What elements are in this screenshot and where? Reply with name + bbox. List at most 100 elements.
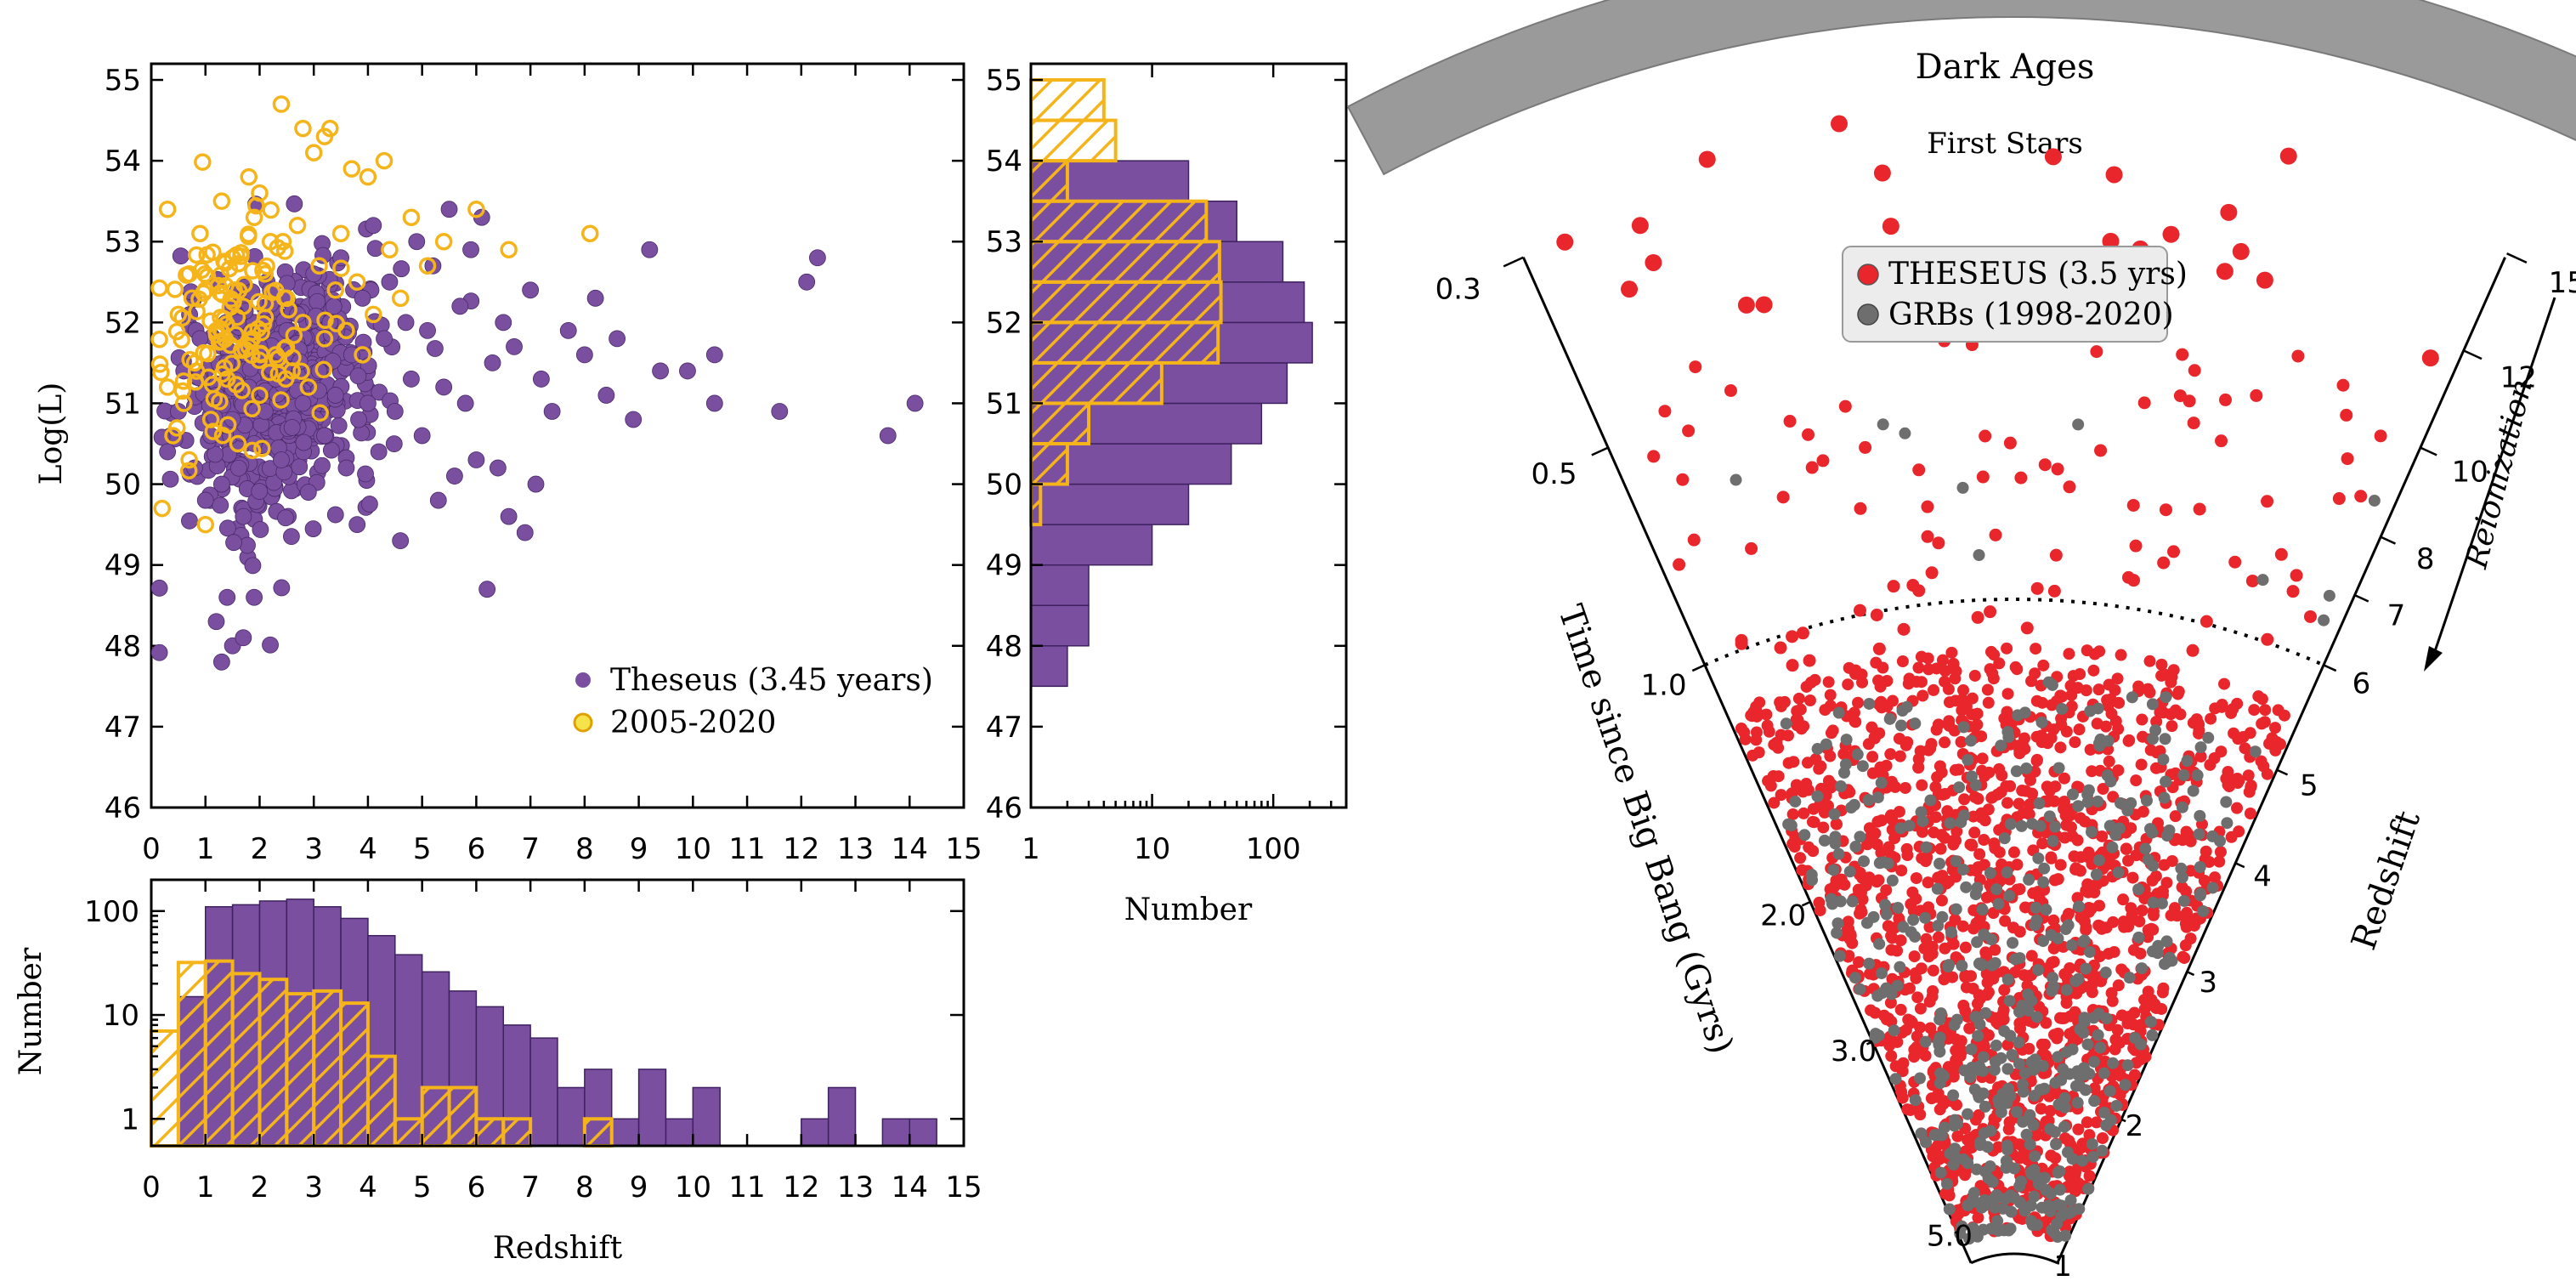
- grb-dot: [1956, 863, 1969, 876]
- theseus-dot: [1911, 991, 1924, 1004]
- x-tick-label: 2: [251, 832, 269, 866]
- grb-dot: [1883, 712, 1896, 725]
- theseus-dot: [2044, 148, 2062, 166]
- theseus-point: [283, 419, 301, 436]
- theseus-point: [381, 273, 399, 291]
- grb-dot: [1899, 427, 1911, 439]
- theseus-dot: [2111, 672, 2124, 685]
- grb-dot: [1909, 930, 1922, 943]
- grb-dot: [2087, 1012, 2100, 1024]
- observed-point: [332, 259, 350, 277]
- theseus-dot: [1848, 715, 1861, 728]
- grb-dot: [2065, 1205, 2078, 1218]
- cone-points: [1556, 115, 2439, 1245]
- theseus-dot: [2048, 795, 2061, 808]
- theseus-dot: [2058, 772, 2070, 785]
- theseus-dot: [1910, 972, 1922, 984]
- theseus-dot: [2269, 722, 2282, 734]
- theseus-dot: [2126, 498, 2140, 512]
- theseus-point: [326, 387, 344, 404]
- theseus-dot: [2216, 700, 2228, 713]
- x-tick-label: 3: [304, 832, 323, 866]
- theseus-dot: [1621, 281, 1639, 298]
- theseus-dot: [1888, 832, 1901, 845]
- theseus-dot: [1816, 454, 1830, 468]
- theseus-dot: [2039, 1038, 2052, 1051]
- theseus-dot: [1775, 700, 1787, 712]
- grb-dot: [1940, 1177, 1953, 1190]
- grb-dot: [1933, 1046, 1946, 1058]
- observed-point: [188, 246, 206, 264]
- theseus-point: [641, 241, 659, 258]
- theseus-dot: [2064, 821, 2077, 834]
- theseus-dot: [2149, 762, 2162, 774]
- theseus-dot: [1984, 605, 1997, 619]
- theseus-point: [235, 629, 252, 647]
- theseus-dot: [2013, 747, 2026, 760]
- theseus-dot: [2228, 555, 2242, 569]
- theseus-point: [337, 459, 355, 477]
- grb-dot: [1943, 1203, 1956, 1216]
- theseus-dot: [1838, 878, 1851, 891]
- theseus-dot: [2103, 755, 2115, 768]
- theseus-point: [462, 241, 479, 258]
- grb-dot: [2057, 1063, 2069, 1075]
- grb-dot: [2123, 972, 2136, 984]
- theseus-dot: [1792, 692, 1805, 705]
- theseus-point: [360, 394, 376, 412]
- theseus-dot: [2159, 503, 2172, 517]
- theseus-dot: [2157, 982, 2170, 995]
- grb-dot: [1913, 1072, 1926, 1085]
- theseus-dot: [1950, 870, 1962, 883]
- grb-dot: [2030, 901, 2042, 914]
- observed-point: [467, 200, 485, 218]
- theseus-dot: [1815, 760, 1827, 773]
- theseus-dot: [2291, 349, 2305, 363]
- grb-dot: [2101, 769, 2114, 782]
- grb-dot: [1990, 883, 2003, 896]
- theseus-dot: [1936, 870, 1949, 882]
- theseus-point: [516, 524, 534, 541]
- grb-dot: [2073, 1080, 2086, 1092]
- theseus-dot: [2083, 1129, 2096, 1142]
- observed-bar: [365, 1054, 397, 1148]
- grb-dot: [2003, 995, 2016, 1007]
- theseus-dot: [2090, 1116, 2103, 1129]
- theseus-dot: [1979, 814, 1991, 827]
- theseus-dot: [2242, 769, 2255, 782]
- theseus-dot: [1929, 811, 1942, 824]
- theseus-dot: [1886, 694, 1899, 707]
- theseus-point: [196, 491, 214, 509]
- observed-point: [204, 422, 223, 440]
- grb-dot: [2147, 896, 2160, 909]
- cone-legend: THESEUS (3.5 yrs) GRBs (1998-2020): [1842, 246, 2188, 343]
- theseus-point: [150, 643, 168, 661]
- observed-point: [314, 360, 333, 379]
- observed-bar: [258, 978, 289, 1148]
- grb-dot: [1879, 898, 1892, 911]
- theseus-dot: [1896, 655, 1909, 668]
- grb-dot: [1798, 829, 1811, 842]
- reionization-arrow: [2424, 297, 2556, 672]
- grb-dot: [2194, 861, 2206, 874]
- grb-dot: [2005, 1205, 2018, 1218]
- grb-dot: [1811, 743, 1824, 756]
- grb-dot: [2066, 788, 2079, 801]
- theseus-dot: [1956, 693, 1968, 706]
- theseus-dot: [1914, 1002, 1927, 1015]
- grb-dot: [2018, 706, 2031, 719]
- grb-dot: [2078, 1012, 2091, 1024]
- theseus-dot: [1968, 826, 1981, 839]
- theseus-dot: [1932, 536, 1945, 550]
- theseus-dot: [1965, 838, 1978, 851]
- theseus-dot: [1976, 752, 1989, 765]
- theseus-point: [489, 459, 507, 477]
- grb-dot: [1924, 794, 1937, 807]
- theseus-point: [273, 451, 290, 468]
- theseus-dot: [1802, 784, 1815, 796]
- theseus-dot: [1952, 763, 1965, 776]
- theseus-dot: [1875, 847, 1888, 859]
- theseus-dot: [2136, 713, 2149, 726]
- legend-theseus-marker: [575, 672, 591, 688]
